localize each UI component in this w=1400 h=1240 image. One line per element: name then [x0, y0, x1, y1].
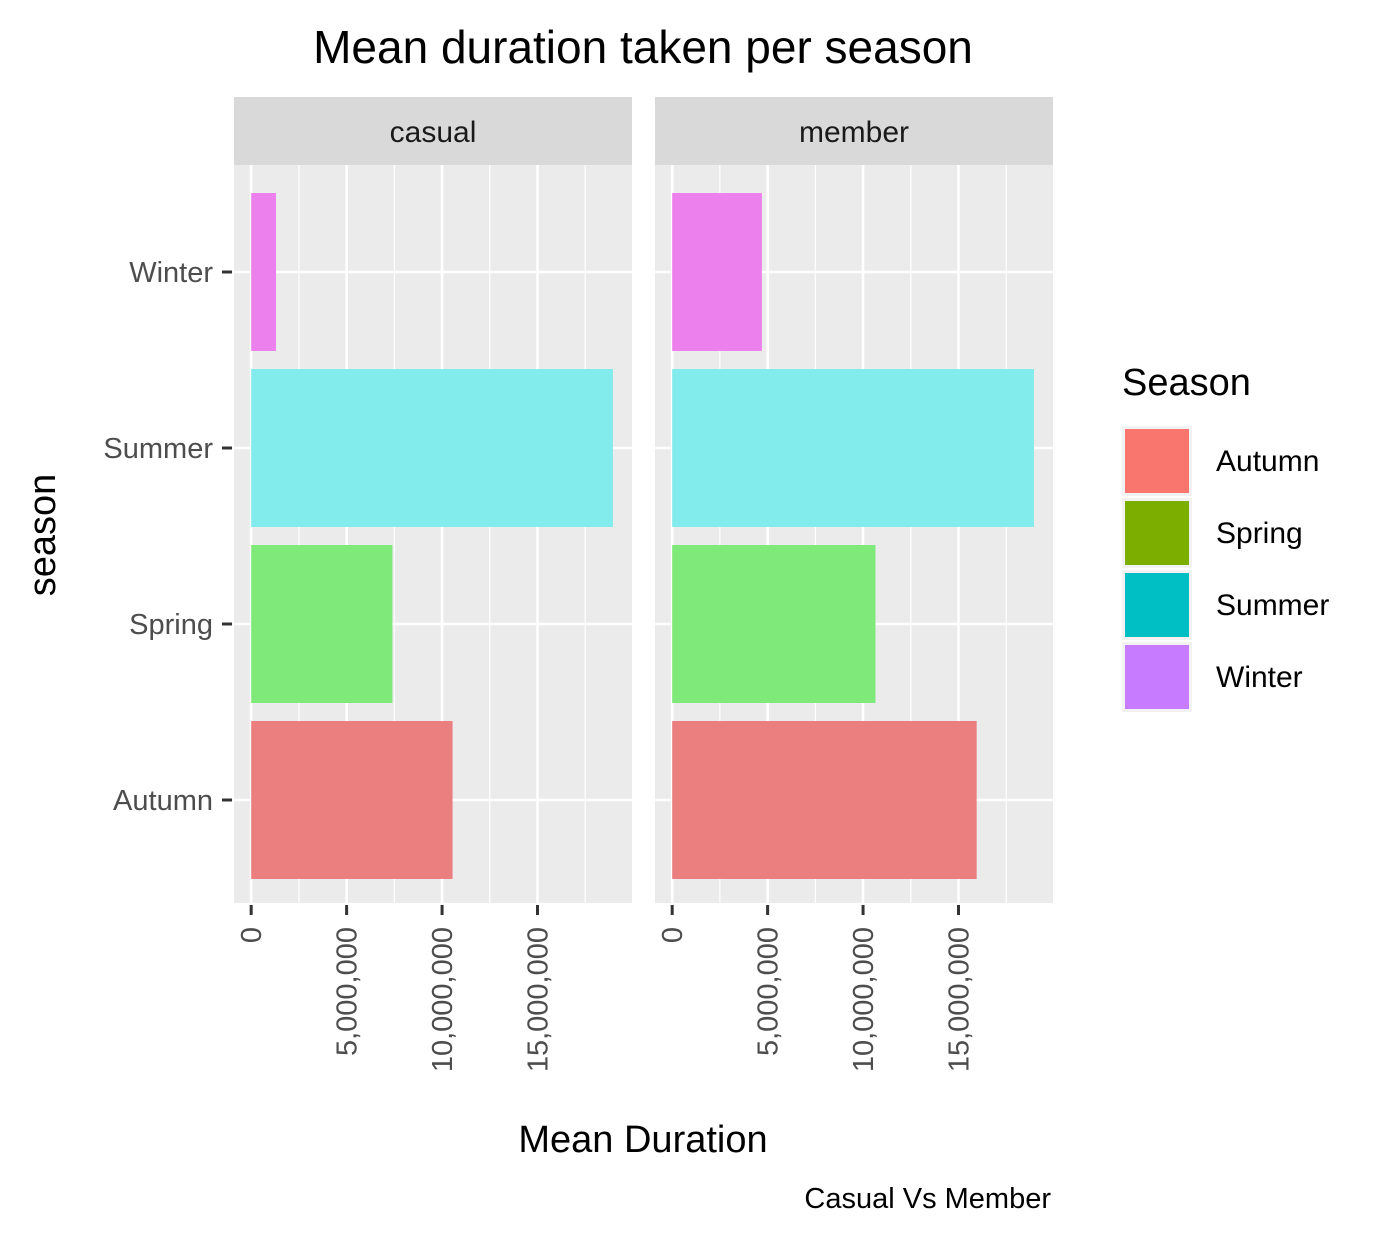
y-axis-title: season — [22, 474, 64, 597]
facet-strip-label-casual: casual — [390, 116, 477, 149]
facet-strip-member — [655, 97, 1053, 165]
chart-title: Mean duration taken per season — [313, 21, 973, 73]
bar-casual-summer — [251, 369, 613, 527]
y-tick-label-winter: Winter — [129, 257, 213, 289]
bar-member-summer — [672, 369, 1034, 527]
y-tick-label-autumn: Autumn — [113, 785, 213, 817]
caption: Casual Vs Member — [804, 1183, 1051, 1215]
x-tick-label-member-3: 15,000,000 — [944, 927, 976, 1072]
legend-title: Season — [1122, 362, 1251, 404]
y-axis: Autumn Spring Summer Winter — [103, 257, 232, 817]
bar-member-spring — [672, 545, 876, 703]
legend-label-autumn: Autumn — [1216, 445, 1319, 478]
x-axis-title: Mean Duration — [518, 1119, 767, 1161]
x-tick-label-member-2: 10,000,000 — [848, 927, 880, 1072]
x-tick-label-member-0: 0 — [657, 927, 689, 943]
x-tick-label-casual-1: 5,000,000 — [332, 927, 364, 1056]
bar-member-autumn — [672, 721, 977, 879]
bar-casual-autumn — [251, 721, 453, 879]
bar-member-winter — [672, 193, 762, 351]
x-tick-label-casual-3: 15,000,000 — [523, 927, 555, 1072]
y-tick-label-spring: Spring — [129, 609, 213, 641]
facet-panel-casual: casual 0 5,000,000 10,000,000 15,000,000 — [234, 97, 632, 1072]
facet-panel-member: member 0 5,000,000 10,000,000 15,000,000 — [655, 97, 1053, 1072]
facet-strip-casual — [234, 97, 632, 165]
legend-label-spring: Spring — [1216, 517, 1303, 550]
legend-swatch-winter — [1125, 645, 1189, 709]
x-tick-label-casual-2: 10,000,000 — [427, 927, 459, 1072]
y-tick-label-summer: Summer — [103, 433, 213, 465]
legend-label-winter: Winter — [1216, 661, 1303, 694]
bar-casual-spring — [251, 545, 393, 703]
legend-swatch-summer — [1125, 573, 1189, 637]
bar-casual-winter — [251, 193, 276, 351]
x-tick-label-member-1: 5,000,000 — [753, 927, 785, 1056]
legend: Season Autumn Spring Summer Winter — [1122, 362, 1329, 712]
legend-label-summer: Summer — [1216, 589, 1329, 622]
x-tick-label-casual-0: 0 — [236, 927, 268, 943]
legend-swatch-spring — [1125, 501, 1189, 565]
legend-swatch-autumn — [1125, 429, 1189, 493]
facet-strip-label-member: member — [799, 116, 909, 149]
